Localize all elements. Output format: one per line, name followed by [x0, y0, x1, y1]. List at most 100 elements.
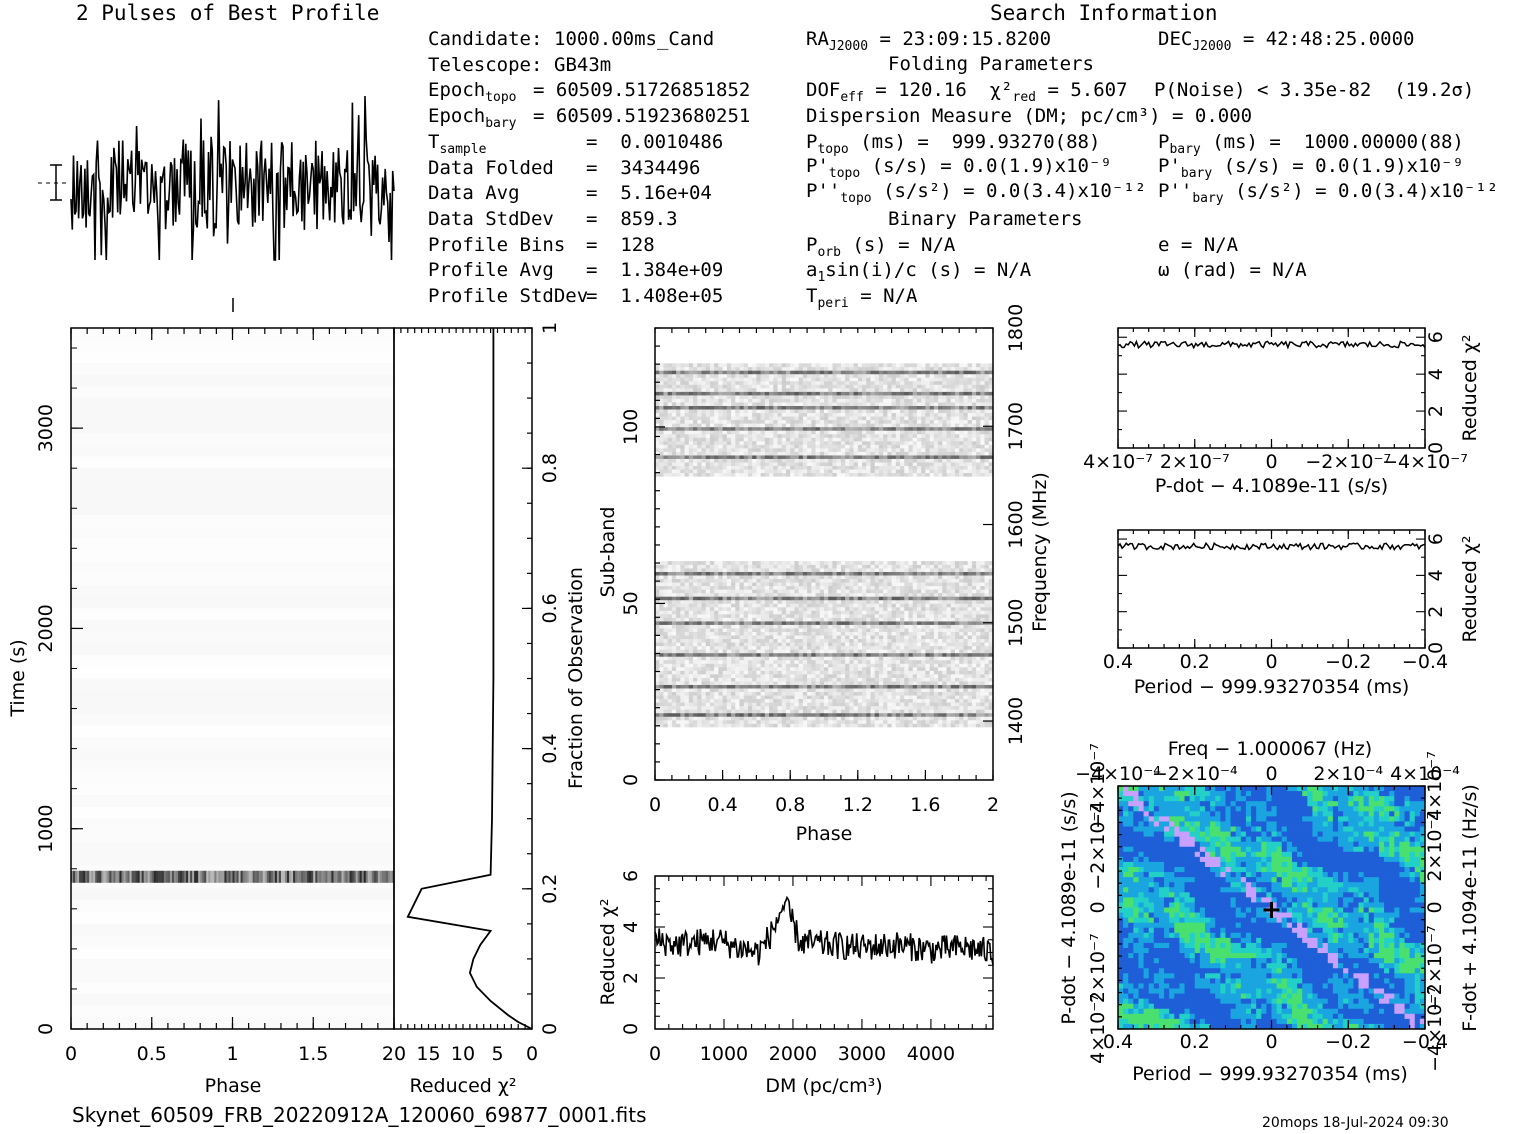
heatmap-cell: [959, 469, 964, 473]
heatmap-cell: [925, 649, 930, 653]
heatmap-cell: [828, 706, 833, 710]
heatmap-cell: [659, 649, 664, 653]
heatmap-cell: [756, 603, 761, 607]
heatmap-cell: [875, 642, 880, 646]
heatmap-cell: [706, 473, 711, 477]
heatmap-cell: [752, 706, 757, 710]
heatmap-cell: [799, 561, 804, 565]
heatmap-cell: [841, 663, 846, 667]
heatmap-cell: [841, 448, 846, 452]
heatmap-cell: [951, 618, 956, 622]
heatmap-cell: [723, 699, 728, 703]
heatmap-cell: [778, 699, 783, 703]
heatmap-cell: [803, 628, 808, 632]
heatmap-cell: [845, 709, 850, 713]
heatmap-cell: [672, 639, 677, 643]
heatmap-cell: [980, 639, 985, 643]
heatmap-cell: [710, 596, 715, 600]
heatmap-cell: [921, 628, 926, 632]
heatmap-cell: [976, 586, 981, 590]
heatmap-cell: [972, 663, 977, 667]
heatmap-cell: [811, 452, 816, 456]
heatmap-cell: [951, 678, 956, 682]
heatmap-cell: [938, 702, 943, 706]
heatmap-cell: [951, 646, 956, 650]
heatmap-cell: [727, 579, 732, 583]
heatmap-cell: [934, 706, 939, 710]
heatmap-cell: [896, 565, 901, 569]
heatmap-cell: [693, 469, 698, 473]
heatmap-cell: [761, 656, 766, 660]
heatmap-cell: [718, 706, 723, 710]
heatmap-cell: [972, 568, 977, 572]
heatmap-cell: [959, 586, 964, 590]
heatmap-cell: [807, 448, 812, 452]
heatmap-cell: [807, 589, 812, 593]
heatmap-cell: [723, 639, 728, 643]
heatmap-cell: [870, 445, 875, 449]
heatmap-cell: [904, 614, 909, 618]
heatmap-row: [71, 772, 394, 784]
heatmap-cell: [672, 699, 677, 703]
heatmap-cell: [909, 596, 914, 600]
heatmap-cell: [710, 635, 715, 639]
heatmap-cell: [693, 706, 698, 710]
heatmap-cell: [925, 586, 930, 590]
heatmap-cell: [985, 716, 990, 720]
heatmap-cell: [803, 663, 808, 667]
heatmap-cell: [900, 469, 905, 473]
heatmap-cell: [968, 586, 973, 590]
heatmap-cell: [879, 709, 884, 713]
heatmap-cell: [778, 568, 783, 572]
heatmap-cell: [875, 603, 880, 607]
heatmap-cell: [706, 649, 711, 653]
heatmap-cell: [976, 681, 981, 685]
heatmap-cell: [659, 462, 664, 466]
heatmap-cell: [778, 692, 783, 696]
heatmap-cell: [799, 688, 804, 692]
heatmap-cell: [879, 678, 884, 682]
heatmap-cell: [959, 455, 964, 459]
heatmap-cell: [887, 614, 892, 618]
heatmap-cell: [883, 692, 888, 696]
heatmap-cell: [710, 575, 715, 579]
heatmap-cell: [710, 441, 715, 445]
heatmap-cell: [676, 582, 681, 586]
heatmap-cell: [727, 678, 732, 682]
heatmap-cell: [672, 469, 677, 473]
heatmap-cell: [799, 582, 804, 586]
heatmap-cell: [972, 589, 977, 593]
heatmap-cell: [832, 649, 837, 653]
heatmap-cell: [811, 667, 816, 671]
heatmap-cell: [985, 656, 990, 660]
heatmap-cell: [824, 716, 829, 720]
heatmap-cell: [870, 593, 875, 597]
heatmap-cell: [959, 459, 964, 463]
heatmap-cell: [689, 611, 694, 615]
heatmap-cell: [773, 632, 778, 636]
heatmap-cell: [697, 600, 702, 604]
heatmap-cell: [892, 462, 897, 466]
heatmap-cell: [723, 674, 728, 678]
heatmap-cell: [773, 663, 778, 667]
heatmap-row: [71, 1006, 394, 1018]
heatmap-cell: [870, 575, 875, 579]
heatmap-cell: [701, 663, 706, 667]
heatmap-cell: [807, 674, 812, 678]
heatmap-cell: [693, 660, 698, 664]
heatmap-cell: [693, 702, 698, 706]
heatmap-cell: [740, 716, 745, 720]
heatmap-cell: [773, 706, 778, 710]
heatmap-cell: [951, 716, 956, 720]
heatmap-cell: [904, 709, 909, 713]
heatmap-cell: [955, 671, 960, 675]
heatmap-cell: [845, 466, 850, 470]
heatmap-cell: [849, 455, 854, 459]
heatmap-cell: [811, 632, 816, 636]
heatmap-cell: [824, 448, 829, 452]
heatmap-cell: [756, 685, 761, 689]
heatmap-cell: [828, 445, 833, 449]
heatmap-cell: [841, 579, 846, 583]
heatmap-cell: [925, 720, 930, 724]
heatmap-cell: [909, 445, 914, 449]
